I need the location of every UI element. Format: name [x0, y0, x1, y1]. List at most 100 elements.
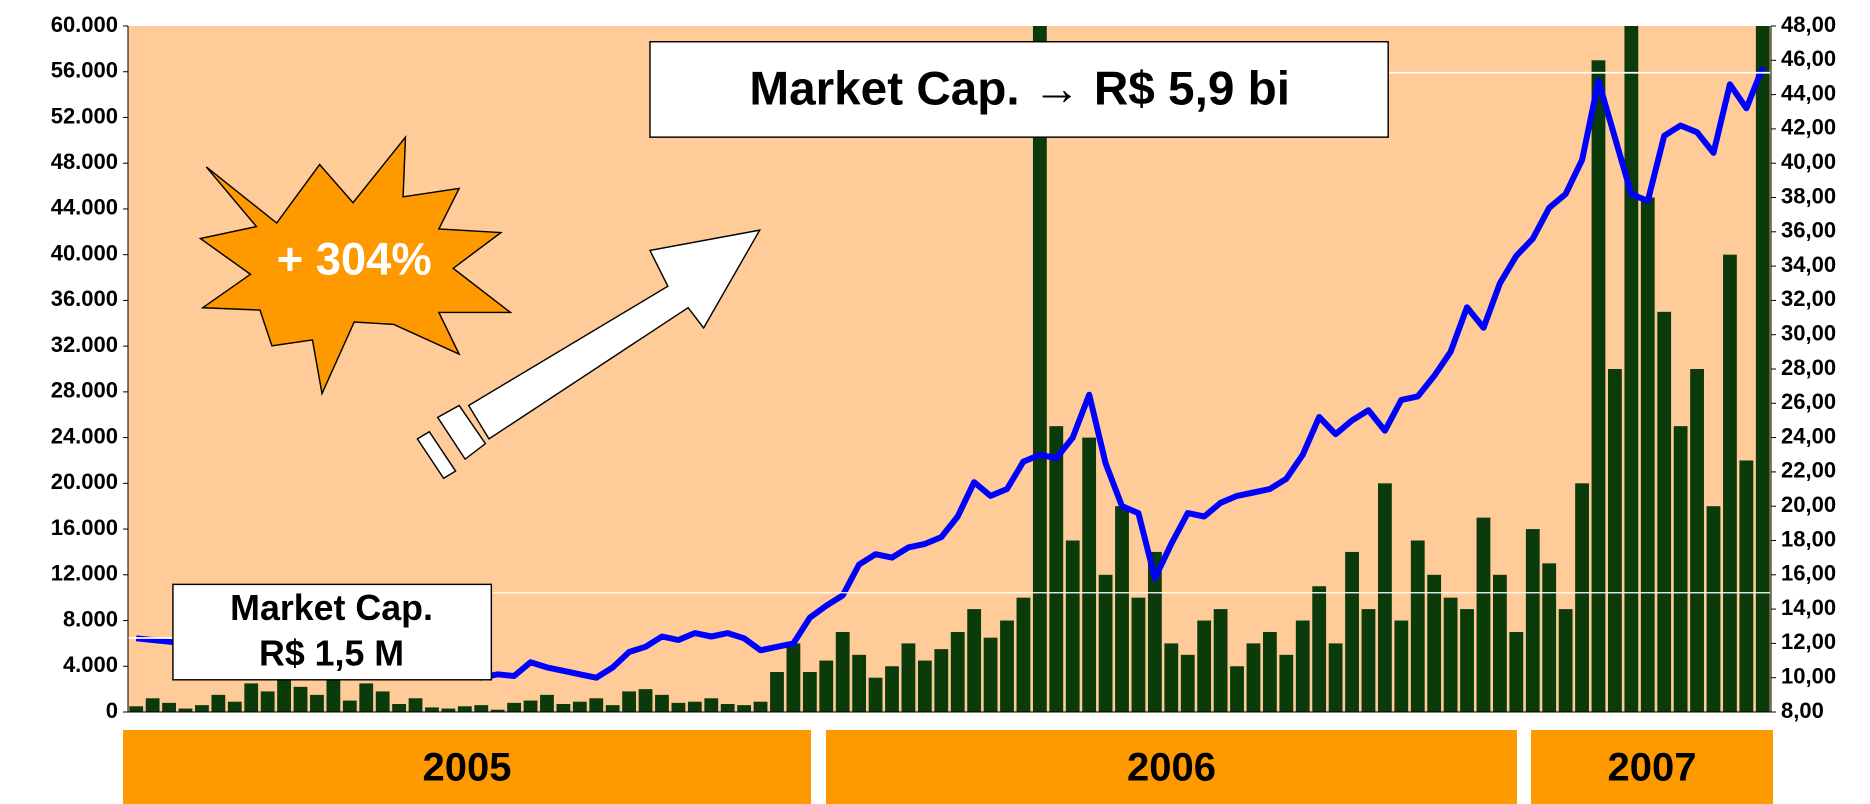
- arrow: [467, 229, 762, 440]
- bar: [1739, 460, 1754, 712]
- bar: [1082, 437, 1097, 712]
- bar: [802, 671, 817, 712]
- bar: [1295, 620, 1310, 712]
- y2-tick-label: 16,00: [1781, 561, 1836, 586]
- bar: [852, 654, 867, 712]
- arrow-tail: [416, 430, 457, 480]
- bar: [704, 698, 719, 712]
- y-tick-label: 0: [106, 698, 118, 723]
- bar: [1377, 483, 1392, 712]
- y-tick-label: 32.000: [51, 332, 118, 357]
- bar: [655, 694, 669, 712]
- y2-tick-label: 38,00: [1781, 183, 1836, 208]
- bar: [1147, 551, 1162, 712]
- bar: [622, 691, 637, 712]
- y-tick-label: 8.000: [63, 606, 118, 631]
- bar: [556, 703, 571, 712]
- bar: [1410, 540, 1425, 712]
- bar: [162, 702, 176, 712]
- y-tick-label: 48.000: [51, 149, 118, 174]
- bar: [260, 691, 275, 712]
- y-tick-label: 60.000: [51, 12, 118, 37]
- bar: [1230, 666, 1244, 712]
- bar: [1279, 654, 1294, 712]
- bar: [885, 666, 899, 712]
- bar: [934, 649, 949, 712]
- annotation: R$ 1,5 M: [259, 633, 404, 673]
- bar: [178, 708, 193, 712]
- bar: [1394, 620, 1409, 712]
- bar: [441, 708, 456, 712]
- y2-tick-label: 42,00: [1781, 115, 1836, 140]
- bar: [1509, 631, 1524, 712]
- y2-tick-label: 46,00: [1781, 46, 1836, 71]
- bar: [1476, 517, 1491, 712]
- bar: [786, 643, 801, 712]
- bar: [1755, 26, 1770, 712]
- bar: [819, 660, 834, 712]
- bar: [1690, 369, 1704, 712]
- bar: [277, 677, 291, 712]
- bar: [1673, 426, 1688, 712]
- bar: [490, 709, 505, 712]
- period-label: 2006: [1127, 746, 1216, 790]
- bar: [1427, 574, 1442, 712]
- bar: [901, 643, 916, 712]
- bar: [1558, 609, 1573, 712]
- y2-tick-label: 40,00: [1781, 149, 1836, 174]
- bar: [572, 701, 587, 712]
- bar: [195, 705, 209, 712]
- y2-tick-label: 10,00: [1781, 664, 1836, 689]
- y2-tick-label: 36,00: [1781, 218, 1836, 243]
- bar: [507, 702, 522, 712]
- annotation: + 304%: [277, 233, 432, 284]
- bar: [1016, 597, 1031, 712]
- y2-tick-label: 34,00: [1781, 252, 1836, 277]
- bar: [1608, 369, 1622, 712]
- y2-tick-label: 44,00: [1781, 80, 1836, 105]
- bar: [1098, 574, 1113, 712]
- period-band: [826, 730, 1517, 804]
- bar: [1065, 540, 1080, 712]
- bar: [1624, 26, 1639, 712]
- bar: [1723, 254, 1737, 712]
- bar: [392, 703, 406, 712]
- starburst: [198, 135, 513, 396]
- bar: [359, 683, 374, 712]
- bar: [605, 705, 620, 712]
- bar: [687, 701, 702, 712]
- bar: [1197, 620, 1212, 712]
- bar: [310, 694, 324, 712]
- bar: [1213, 609, 1228, 712]
- bar: [917, 660, 932, 712]
- annotation-box: [172, 583, 493, 681]
- bar: [1180, 654, 1195, 712]
- bar: [1262, 631, 1277, 712]
- bar: [523, 700, 538, 712]
- bar: [1591, 60, 1606, 713]
- y2-tick-label: 8,00: [1781, 698, 1824, 723]
- y2-tick-label: 48,00: [1781, 12, 1836, 37]
- y2-tick-label: 24,00: [1781, 423, 1836, 448]
- bar: [1312, 586, 1327, 712]
- bar: [244, 683, 259, 712]
- bar: [227, 701, 242, 712]
- bar: [211, 694, 226, 712]
- bar: [1525, 529, 1540, 712]
- bar: [1131, 597, 1146, 712]
- bar: [720, 703, 735, 712]
- period-band: [1531, 730, 1773, 804]
- bar: [671, 702, 686, 712]
- period-label: 2007: [1608, 746, 1697, 790]
- bar: [983, 637, 998, 712]
- arrow-tail: [436, 404, 487, 461]
- y2-tick-label: 30,00: [1781, 321, 1836, 346]
- bar: [540, 694, 554, 712]
- y2-tick-label: 12,00: [1781, 629, 1836, 654]
- bar: [967, 609, 982, 712]
- y2-tick-label: 26,00: [1781, 389, 1836, 414]
- annotation: Market Cap.: [230, 588, 433, 628]
- y2-tick-label: 22,00: [1781, 458, 1836, 483]
- bar: [950, 631, 965, 712]
